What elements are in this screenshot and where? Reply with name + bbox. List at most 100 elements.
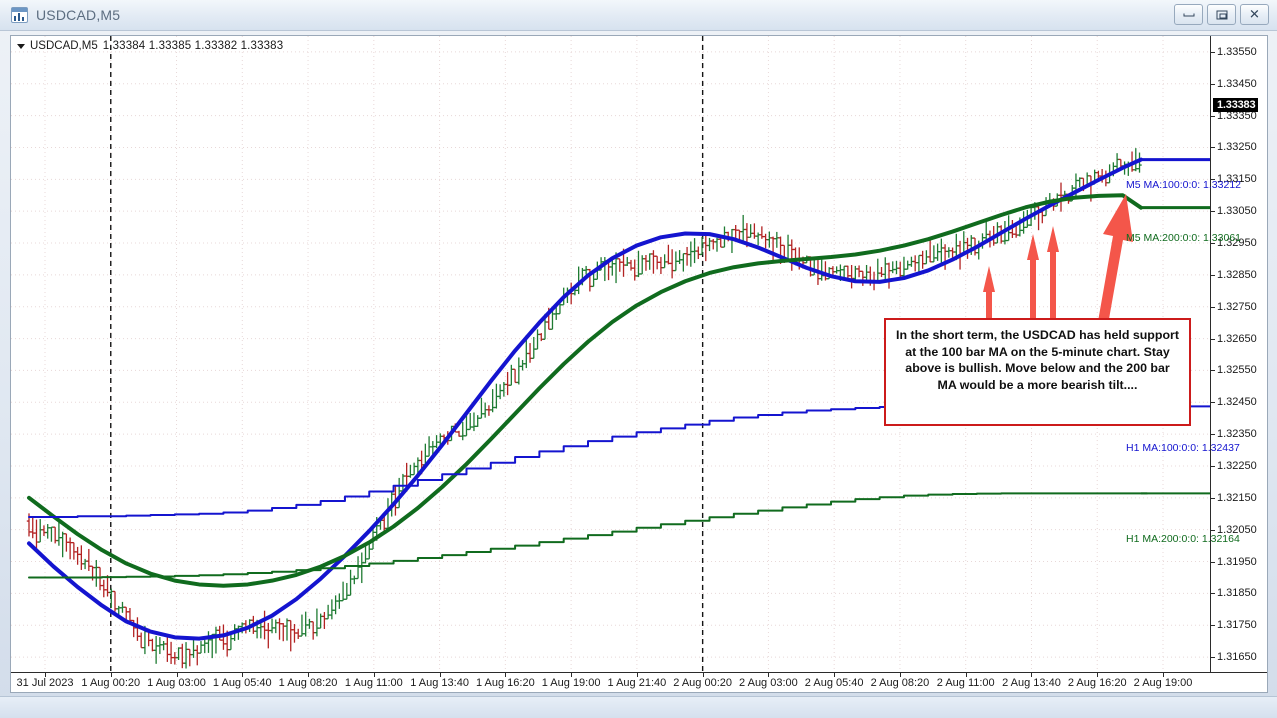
price-tick [1211, 115, 1215, 117]
time-tick-label: 2 Aug 19:00 [1133, 677, 1193, 689]
time-tick [45, 673, 46, 677]
time-tick [505, 673, 507, 677]
time-tick-label: 1 Aug 03:00 [147, 677, 206, 689]
time-tick [373, 673, 375, 677]
price-tick-label: 1.32550 [1217, 364, 1257, 377]
time-tick-label: 1 Aug 19:00 [541, 677, 601, 689]
ma-line [27, 157, 1143, 641]
price-tick-label: 1.31850 [1217, 587, 1257, 600]
price-axis[interactable]: 1.33550 1.33450 1.33350 1.33250 1.33150 1.330… [1210, 36, 1267, 673]
minimize-button[interactable] [1174, 4, 1203, 25]
restore-button[interactable] [1207, 4, 1236, 25]
ma-line [27, 193, 1143, 588]
symbol-timeframe-text: USDCAD,M5 [30, 40, 98, 52]
day-separators [110, 36, 704, 673]
price-tick-label: 1.32950 [1217, 237, 1257, 250]
price-tick-label: 1.32050 [1217, 523, 1257, 536]
price-tick [1211, 83, 1215, 85]
price-tick-label: 1.31750 [1217, 619, 1257, 632]
time-tick [834, 673, 836, 677]
window-controls: ✕ [1174, 4, 1269, 25]
chart-symbol-label: USDCAD,M5 1.33384 1.33385 1.33382 1.3338… [17, 40, 283, 52]
time-tick [899, 673, 901, 677]
price-tick-label: 1.33450 [1217, 77, 1257, 90]
price-tick [1211, 211, 1215, 213]
time-tick-label: 2 Aug 13:40 [1002, 677, 1061, 689]
chart-canvas [11, 36, 1211, 673]
price-tick-label: 1.33150 [1217, 173, 1257, 186]
time-tick [636, 673, 638, 677]
price-tick [1211, 529, 1215, 531]
price-tick-label: 1.33250 [1217, 141, 1257, 154]
price-tick [1211, 561, 1215, 563]
time-tick [308, 673, 310, 677]
chart-frame[interactable]: USDCAD,M5 1.33384 1.33385 1.33382 1.3338… [10, 35, 1268, 693]
time-tick [965, 673, 967, 677]
price-tick-label: 1.33050 [1217, 205, 1257, 218]
price-tick [1211, 147, 1215, 149]
grid [11, 36, 1211, 673]
time-tick [768, 673, 770, 677]
price-tick-label: 1.33350 [1217, 109, 1257, 122]
time-tick-label: 1 Aug 08:20 [278, 677, 338, 689]
indicator-value-label: M5 MA:200:0:0: 1.33061 [1126, 232, 1241, 244]
time-tick-label: 1 Aug 16:20 [475, 677, 535, 689]
price-tick [1211, 51, 1215, 53]
price-tick [1211, 179, 1215, 181]
price-tick-label: 1.33550 [1217, 45, 1257, 58]
time-tick-label: 1 Aug 05:40 [212, 677, 272, 689]
price-tick-label: 1.32250 [1217, 459, 1257, 472]
price-tick-label: 1.31650 [1217, 651, 1257, 664]
ohlc-values-text: 1.33384 1.33385 1.33382 1.33383 [102, 40, 284, 52]
price-tick [1211, 593, 1215, 595]
price-tick [1211, 657, 1215, 659]
price-tick-label: 1.32350 [1217, 428, 1257, 441]
price-tick-label: 1.32750 [1217, 300, 1257, 313]
window-titlebar: USDCAD,M5 ✕ [0, 0, 1277, 31]
chevron-down-icon[interactable] [17, 43, 25, 49]
time-tick [571, 673, 573, 677]
indicator-value-label: H1 MA:200:0:0: 1.32164 [1126, 533, 1240, 545]
time-tick [1163, 673, 1164, 677]
price-tick [1211, 338, 1215, 340]
time-tick-label: 2 Aug 08:20 [870, 677, 930, 689]
time-tick [1031, 673, 1033, 677]
time-tick-label: 1 Aug 13:40 [410, 677, 469, 689]
price-tick [1211, 465, 1215, 467]
time-tick-label: 2 Aug 03:00 [739, 677, 798, 689]
price-tick-label: 1.32450 [1217, 396, 1257, 409]
price-tick-label: 1.32850 [1217, 268, 1257, 281]
time-tick-label: 1 Aug 11:00 [344, 677, 403, 689]
time-tick-label: 1 Aug 00:20 [81, 677, 141, 689]
chart-plot-area[interactable] [11, 36, 1211, 673]
price-tick [1211, 243, 1215, 245]
current-price-label: 1.33383 [1213, 98, 1259, 113]
price-tick [1211, 497, 1215, 499]
time-tick [1097, 673, 1099, 677]
time-axis[interactable]: 31 Jul 2023 1 Aug 00:20 1 Aug 03:00 1 Aug 0… [11, 672, 1267, 692]
time-tick-label: 1 Aug 21:40 [607, 677, 667, 689]
time-tick [110, 673, 112, 677]
price-tick [1211, 370, 1215, 372]
ma-line [28, 492, 1148, 579]
annotation-callout[interactable]: In the short term, the USDCAD has held s… [884, 318, 1191, 426]
time-tick-label: 2 Aug 16:20 [1067, 677, 1127, 689]
price-tick [1211, 434, 1215, 436]
close-button[interactable]: ✕ [1240, 4, 1269, 25]
time-tick [176, 673, 178, 677]
time-tick [242, 673, 244, 677]
time-tick-label: 31 Jul 2023 [16, 677, 74, 689]
time-tick [439, 673, 441, 677]
price-tick [1211, 306, 1215, 308]
annotation-text: In the short term, the USDCAD has held s… [896, 328, 1179, 392]
window-bottom-strip [0, 696, 1277, 718]
chart-window-icon [11, 7, 28, 23]
indicator-value-label: M5 MA:100:0:0: 1.33212 [1126, 179, 1241, 191]
price-tick-label: 1.32650 [1217, 332, 1257, 345]
price-tick [1211, 402, 1215, 404]
price-tick-label: 1.31950 [1217, 555, 1257, 568]
price-tick [1211, 625, 1215, 627]
time-tick-label: 2 Aug 05:40 [804, 677, 864, 689]
price-tick [1211, 274, 1215, 276]
